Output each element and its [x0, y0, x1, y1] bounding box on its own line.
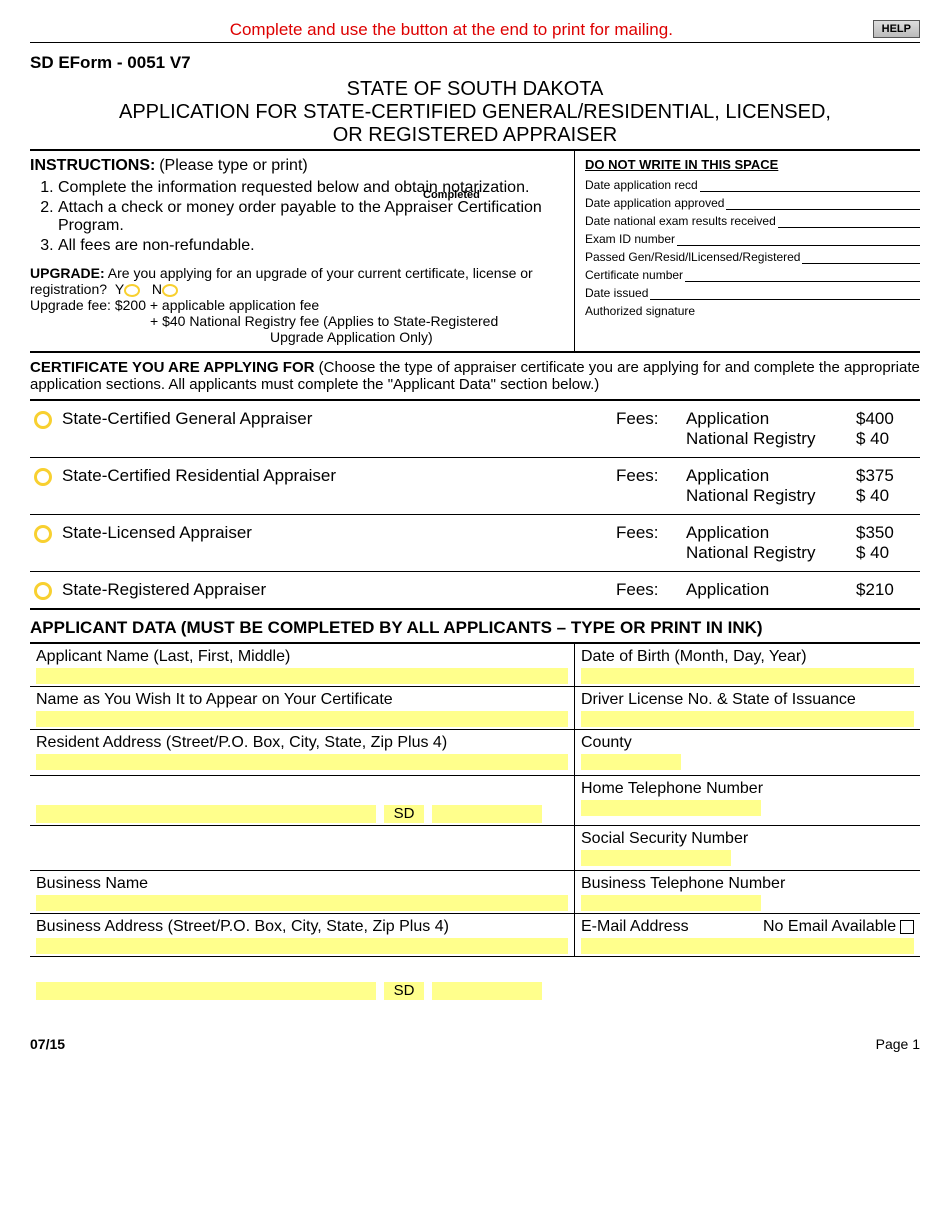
title-line-3: OR REGISTERED APPRAISER — [30, 124, 920, 147]
cert-radio-residential[interactable] — [34, 468, 52, 486]
footer-date: 07/15 — [30, 1036, 65, 1052]
instructions-sub: (Please type or print) — [159, 157, 308, 174]
upgrade-question: Are you applying for an upgrade of your … — [30, 265, 533, 297]
county-input[interactable] — [581, 754, 681, 770]
office-use-panel: DO NOT WRITE IN THIS SPACE Date applicat… — [575, 151, 920, 351]
biz-state-value[interactable]: SD — [384, 982, 424, 1000]
cert-table: State-Certified General Appraiser Fees: … — [30, 399, 920, 610]
cert-section-header: CERTIFICATE YOU ARE APPLYING FOR (Choose… — [30, 353, 920, 399]
biz-addr-input[interactable] — [36, 938, 568, 954]
cert-radio-licensed[interactable] — [34, 525, 52, 543]
cert-option-residential: State-Certified Residential Appraiser Fe… — [30, 458, 920, 515]
email-label: E-Mail Address — [581, 918, 689, 936]
instructions-list: Complete the information requested below… — [58, 179, 566, 255]
cert-option-general: State-Certified General Appraiser Fees: … — [30, 401, 920, 458]
no-email-label: No Email Available — [763, 918, 896, 935]
title-line-1: STATE OF SOUTH DAKOTA — [30, 78, 920, 101]
no-email-checkbox[interactable] — [900, 920, 914, 934]
email-input[interactable] — [581, 938, 914, 954]
help-button[interactable]: HELP — [873, 20, 920, 38]
biz-city-input[interactable] — [36, 982, 376, 1000]
res-addr-input[interactable] — [36, 754, 568, 770]
instruction-item: Attach a check or money order payable to… — [58, 199, 566, 235]
instructions-heading: INSTRUCTIONS: — [30, 157, 155, 174]
top-bar: Complete and use the button at the end t… — [30, 20, 920, 40]
form-id: SD EForm - 0051 V7 — [30, 53, 920, 73]
title-line-2: APPLICATION FOR STATE-CERTIFIED GENERAL/… — [30, 101, 920, 124]
home-phone-input[interactable] — [581, 800, 761, 816]
applicant-data-table: Applicant Name (Last, First, Middle) Dat… — [30, 642, 920, 957]
biz-phone-input[interactable] — [581, 895, 761, 911]
biz-addr-label: Business Address (Street/P.O. Box, City,… — [36, 918, 568, 936]
instruction-item: Complete the information requested below… — [58, 179, 566, 197]
dl-label: Driver License No. & State of Issuance — [581, 691, 914, 709]
cert-option-registered: State-Registered Appraiser Fees: Applica… — [30, 572, 920, 608]
county-label: County — [581, 734, 914, 752]
ssn-label: Social Security Number — [581, 830, 914, 848]
upgrade-fee-1: Upgrade fee: $200 + applicable applicati… — [30, 297, 566, 313]
main-title: STATE OF SOUTH DAKOTA APPLICATION FOR ST… — [30, 78, 920, 151]
upgrade-yes-radio[interactable] — [124, 284, 140, 297]
page-footer: 07/15 Page 1 — [30, 1036, 920, 1052]
upgrade-fee-2: + $40 National Registry fee (Applies to … — [30, 313, 566, 329]
biz-addr-line2: SD — [30, 982, 920, 1006]
applicant-name-label: Applicant Name (Last, First, Middle) — [36, 648, 568, 666]
completed-badge: Completed — [423, 189, 480, 201]
cert-name-input[interactable] — [36, 711, 568, 727]
dob-input[interactable] — [581, 668, 914, 684]
biz-name-input[interactable] — [36, 895, 568, 911]
res-state-value[interactable]: SD — [384, 805, 424, 823]
biz-name-label: Business Name — [36, 875, 568, 893]
cert-radio-general[interactable] — [34, 411, 52, 429]
cert-heading: CERTIFICATE YOU ARE APPLYING FOR — [30, 359, 314, 376]
instructions-row: INSTRUCTIONS: (Please type or print) Com… — [30, 151, 920, 353]
upgrade-no-radio[interactable] — [162, 284, 178, 297]
res-zip-input[interactable] — [432, 805, 542, 823]
applicant-name-input[interactable] — [36, 668, 568, 684]
footer-page: Page 1 — [876, 1036, 920, 1052]
instructions-panel: INSTRUCTIONS: (Please type or print) Com… — [30, 151, 575, 351]
res-city-input[interactable] — [36, 805, 376, 823]
biz-zip-input[interactable] — [432, 982, 542, 1000]
res-addr-label: Resident Address (Street/P.O. Box, City,… — [36, 734, 568, 752]
upgrade-section: UPGRADE: Are you applying for an upgrade… — [30, 265, 566, 345]
applicant-data-header: APPLICANT DATA (MUST BE COMPLETED BY ALL… — [30, 610, 920, 642]
dob-label: Date of Birth (Month, Day, Year) — [581, 648, 914, 666]
upgrade-fee-3: Upgrade Application Only) — [30, 329, 566, 345]
ssn-input[interactable] — [581, 850, 731, 866]
mailing-notice: Complete and use the button at the end t… — [30, 20, 873, 40]
home-phone-label: Home Telephone Number — [581, 780, 914, 798]
cert-radio-registered[interactable] — [34, 582, 52, 600]
upgrade-label: UPGRADE: — [30, 265, 105, 281]
instruction-item: All fees are non-refundable. — [58, 237, 566, 255]
dl-input[interactable] — [581, 711, 914, 727]
biz-phone-label: Business Telephone Number — [581, 875, 914, 893]
office-use-heading: DO NOT WRITE IN THIS SPACE — [585, 157, 920, 172]
cert-option-licensed: State-Licensed Appraiser Fees: Applicati… — [30, 515, 920, 572]
cert-name-label: Name as You Wish It to Appear on Your Ce… — [36, 691, 568, 709]
